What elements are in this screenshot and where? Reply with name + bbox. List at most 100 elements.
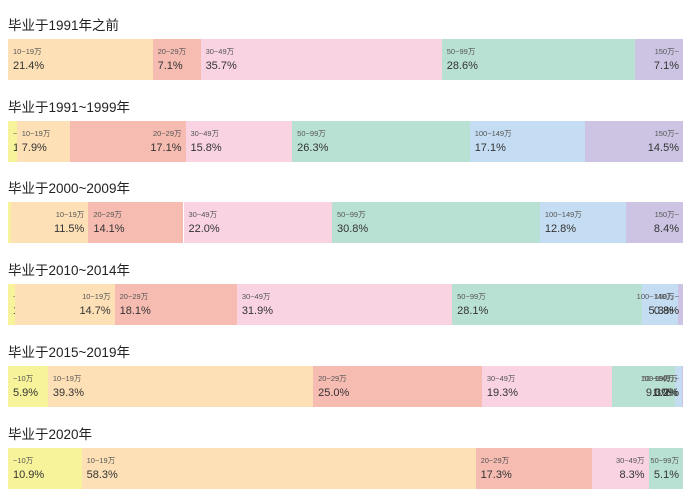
segment-range-label: 10~19万 (13, 47, 42, 56)
stacked-bar: 10~19万 21.4% 20~29万 7.1% 30~49万 35.7% 50~99万 28… (8, 39, 683, 80)
segment-range-label: 150万~ (654, 129, 679, 138)
bar-segment: 50~99万 28.1% (452, 284, 642, 325)
segment-percent-label: 14.1% (93, 223, 125, 235)
bar-segment: 50~99万 28.6% (441, 39, 635, 80)
segment-percent-label: 7.1% (157, 60, 183, 72)
bar-segment: 20~29万 17.3% (475, 448, 593, 489)
segment-percent-label: 17.3% (480, 469, 512, 481)
segment-percent-label: 0.8% (653, 305, 679, 317)
segment-range-label: 30~49万 (190, 129, 220, 138)
segment-range-label: 20~29万 (152, 129, 182, 138)
bar-segment: 50~99万 5.1% (648, 448, 683, 489)
segment-percent-label: 17.1% (150, 142, 182, 154)
segment-percent-label: 31.9% (241, 305, 274, 317)
segment-range-label: 30~49万 (486, 374, 516, 383)
segment-range-label: 10~19万 (21, 129, 51, 138)
bar-segment: 20~29万 25.0% (313, 366, 482, 407)
bar-segment: 30~49万 15.8% (185, 121, 293, 162)
segment-percent-label: 12.8% (544, 223, 577, 235)
segment-range-label: 50~99万 (297, 129, 326, 138)
segment-range-label: 10~19万 (55, 210, 85, 219)
segment-range-label: 150万~ (654, 210, 679, 219)
segment-percent-label: 7.1% (653, 60, 679, 72)
segment-range-label: 30~49万 (205, 47, 235, 56)
segment-range-label: 100~149万 (474, 129, 512, 138)
segment-percent-label: 10.9% (13, 469, 45, 481)
segment-range-label: 150万~ (654, 374, 679, 383)
bar-segment: 10~19万 58.3% (81, 448, 476, 489)
segment-range-label: 50~99万 (650, 456, 679, 465)
bar-segment: 50~99万 9.3% (612, 366, 675, 407)
segment-range-label: 150万~ (654, 47, 679, 56)
segment-range-label: 50~99万 (642, 374, 671, 383)
segment-percent-label: 25.0% (318, 387, 350, 399)
segment-percent-label: 22.0% (188, 223, 220, 235)
segment-percent-label: 17.1% (474, 142, 506, 154)
bar-segment: 100~149万 5.3% (637, 284, 678, 325)
bar-segment: 10~19万 14.7% (15, 284, 115, 325)
segment-range-label: ~10万 (13, 374, 34, 383)
bar-segment: 150万~ 0.2% (654, 366, 683, 407)
group-title: 毕业于2020年 (8, 427, 93, 442)
group-title: 毕业于2010~2014年 (8, 263, 130, 278)
bar-segment: 30~49万 35.7% (200, 39, 442, 80)
bar-segment: ~10万 10.9% (8, 448, 82, 489)
stacked-bar: ~10万 10.9% 10~19万 58.3% 20~29万 17.3% 30~49万 8.3… (8, 448, 683, 489)
segment-percent-label: 28.6% (446, 60, 478, 72)
segment-percent-label: 21.4% (13, 60, 45, 72)
segment-percent-label: 11.5% (53, 223, 85, 235)
bar-segment: 30~49万 31.9% (236, 284, 453, 325)
bar-segment: 100~149万 17.1% (469, 121, 586, 162)
segment-percent-label: 14.5% (647, 142, 679, 154)
segment-range-label: 50~99万 (457, 292, 486, 301)
bar-segment: ~10万 5.9% (8, 366, 48, 407)
segment-percent-label: 58.3% (86, 469, 118, 481)
segment-range-label: 50~99万 (337, 210, 366, 219)
bar-segment: 30~49万 8.3% (592, 448, 649, 489)
segment-percent-label: 39.3% (52, 387, 85, 399)
group-title: 毕业于2000~2009年 (8, 181, 130, 196)
stacked-bar: ~10万0.4%10~19万11.5%20~29万14.1%30~49万22.0… (8, 202, 683, 243)
segment-range-label: ~10万 (13, 456, 34, 465)
stacked-bar: ~10万 5.9% 10~19万 39.3% 20~29万 25.0% 30~49万 19.3… (8, 366, 683, 407)
bar-segment: 150万~ 14.5% (585, 121, 683, 162)
bar-segment: 150万~ 7.1% (635, 39, 683, 80)
segment-range-label: 30~49万 (241, 292, 271, 301)
segment-percent-label: 19.3% (486, 387, 519, 399)
segment-percent-label: 8.4% (653, 223, 679, 235)
segment-percent-label: 9.3% (645, 387, 671, 399)
segment-range-label: 10~19万 (52, 374, 82, 383)
segment-percent-label: 7.9% (21, 142, 47, 154)
bar-segment: 150万~ 8.4% (626, 202, 683, 243)
bar-segment: 100~149万 12.8% (539, 202, 627, 243)
segment-range-label: 20~29万 (157, 47, 187, 56)
bar-segment: 50~99万 30.8% (332, 202, 540, 243)
bar-segment: 20~29万 18.1% (114, 284, 237, 325)
segment-percent-label: 0.2% (653, 387, 679, 399)
segment-percent-label: 30.8% (337, 223, 369, 235)
segment-percent-label: 5.1% (653, 469, 679, 481)
bar-segment: 50~99万 26.3% (292, 121, 470, 162)
segment-range-label: 100~149万 (636, 292, 674, 301)
segment-range-label: 50~99万 (446, 47, 476, 56)
group-title: 毕业于1991~1999年 (8, 100, 130, 115)
segment-range-label: 30~49万 (615, 456, 645, 465)
segment-range-label: 100~149万 (640, 374, 678, 383)
segment-percent-label: 8.3% (619, 469, 645, 481)
segment-percent-label: 18.1% (119, 305, 151, 317)
segment-range-label: 30~49万 (188, 210, 218, 219)
segment-range-label: 20~29万 (480, 456, 510, 465)
segment-percent-label: 35.7% (205, 60, 237, 72)
bar-segment: 30~49万 22.0% (183, 202, 332, 243)
segment-range-label: 20~29万 (318, 374, 347, 383)
segment-range-label: 10~19万 (82, 292, 111, 301)
segment-percent-label: 28.1% (457, 305, 489, 317)
segment-percent-label: 5.9% (13, 387, 39, 399)
segment-range-label: 10~19万 (86, 456, 116, 465)
segment-range-label: 100~149万 (544, 210, 582, 219)
